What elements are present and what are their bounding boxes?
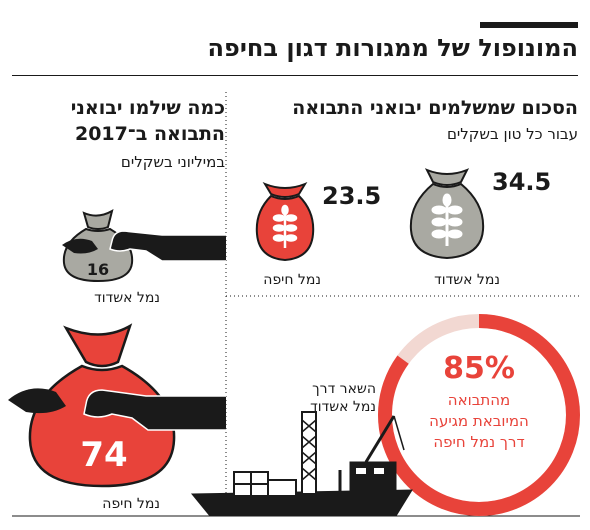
share-line3: דרך נמל חיפה bbox=[433, 433, 524, 451]
ring-haifa-share bbox=[378, 314, 580, 516]
money-bag-icon: 16 bbox=[62, 208, 226, 283]
page-title: המונופול של ממגורות דגון בחיפה bbox=[207, 34, 578, 62]
cargo-ship-icon bbox=[190, 411, 413, 517]
top-rule bbox=[480, 22, 578, 28]
price-section-subtitle: עבור כל טון בשקלים bbox=[446, 125, 578, 143]
total-ashdod-label: נמל אשדוד bbox=[94, 290, 160, 306]
grain-sack-icon bbox=[409, 168, 485, 260]
money-bag-icon: 74 bbox=[8, 323, 226, 488]
share-percent: 85% bbox=[443, 351, 515, 386]
price-section-title: הסכום שמשלמים יבואני התבואה bbox=[292, 97, 578, 119]
price-haifa-value: 23.5 bbox=[322, 182, 382, 210]
total-ashdod-value: 16 bbox=[87, 260, 109, 279]
total-haifa-label: נמל חיפה bbox=[102, 496, 160, 512]
rest-line2: נמל אשדוד bbox=[310, 399, 376, 415]
grain-sack-icon bbox=[255, 182, 315, 262]
total-section-title-line1: כמה שילמו יבואני bbox=[70, 97, 225, 119]
title-underline bbox=[12, 75, 578, 76]
share-ring: 85% מהתבואה המיובאת מגיעה דרך נמל חיפה bbox=[378, 314, 580, 516]
price-ashdod-value: 34.5 bbox=[492, 168, 552, 196]
total-section-title-line2: התבואה ב־2017 bbox=[74, 123, 225, 145]
price-haifa-label: נמל חיפה bbox=[263, 272, 321, 288]
total-section-subtitle: במיליוני בשקלים bbox=[120, 153, 225, 171]
share-line1: מהתבואה bbox=[448, 391, 510, 409]
price-ashdod-label: נמל אשדוד bbox=[434, 272, 500, 288]
total-haifa-value: 74 bbox=[80, 435, 127, 475]
share-line2: המיובאת מגיעה bbox=[429, 412, 529, 430]
rest-line1: השאר דרך bbox=[312, 381, 376, 397]
